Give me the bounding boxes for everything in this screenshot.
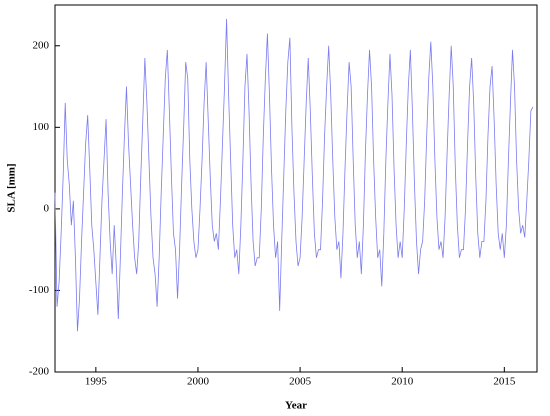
y-tick-label: -200 bbox=[29, 366, 50, 378]
plot-frame bbox=[54, 4, 538, 373]
x-axis-title: Year bbox=[285, 400, 307, 412]
y-tick-label: -100 bbox=[29, 284, 50, 296]
x-tick-label: 2010 bbox=[391, 376, 414, 388]
sla-line bbox=[54, 18, 534, 332]
y-axis-title: SLA [mm] bbox=[6, 163, 18, 212]
x-tick-label: 2000 bbox=[187, 376, 210, 388]
x-tick-label: 2005 bbox=[289, 376, 312, 388]
x-tick-label: 1995 bbox=[85, 376, 108, 388]
y-tick-label: 200 bbox=[33, 39, 50, 51]
y-tick-label: 100 bbox=[33, 121, 50, 133]
x-tick-label: 2015 bbox=[493, 376, 516, 388]
y-tick-label: 0 bbox=[44, 202, 50, 214]
